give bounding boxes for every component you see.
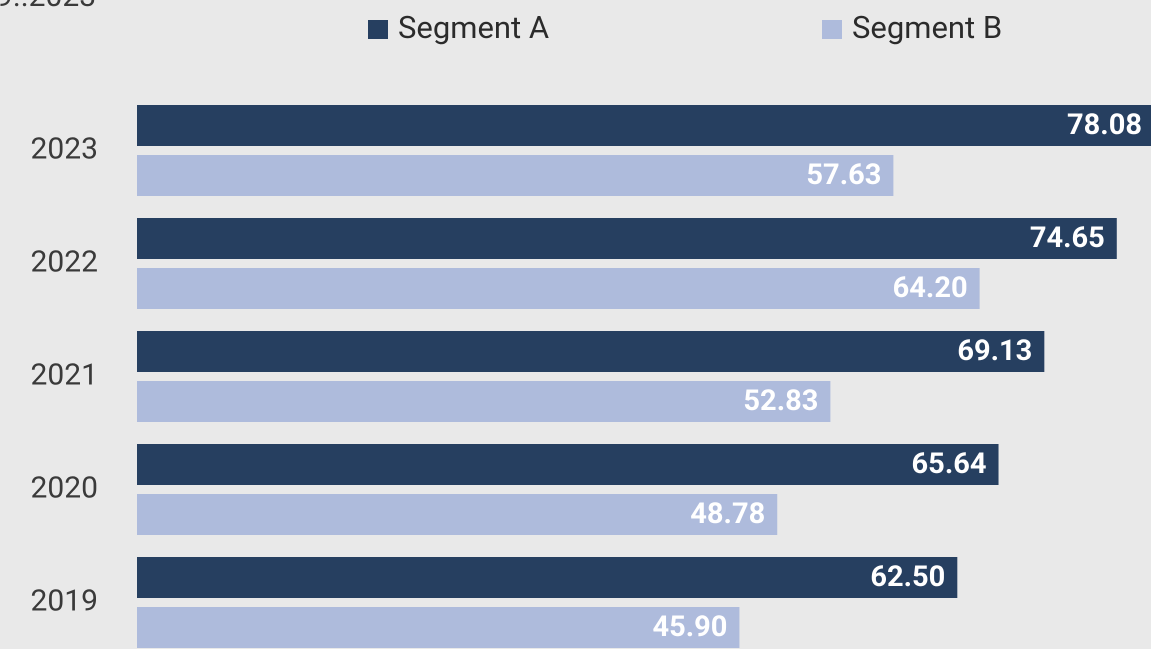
bar xyxy=(137,557,958,598)
legend-label: Segment B xyxy=(852,9,1002,46)
bar xyxy=(137,155,894,196)
bar xyxy=(137,218,1117,259)
legend-swatch xyxy=(368,20,388,39)
bar xyxy=(137,331,1045,372)
y-tick-label: 2019 xyxy=(31,583,98,618)
bar xyxy=(137,105,1151,146)
legend-swatch xyxy=(822,20,842,39)
data-label: 57.63 xyxy=(806,158,881,192)
y-tick-label: 2021 xyxy=(31,357,98,392)
data-label: 62.50 xyxy=(870,560,945,594)
chart-title: 9..2023 xyxy=(0,0,96,14)
bar xyxy=(137,381,831,422)
data-label: 78.08 xyxy=(1067,108,1142,142)
data-label: 65.64 xyxy=(912,447,987,481)
data-label: 48.78 xyxy=(690,497,765,531)
data-label: 64.20 xyxy=(893,271,968,305)
y-tick-label: 2020 xyxy=(31,470,98,505)
data-label: 52.83 xyxy=(743,384,818,418)
data-label: 69.13 xyxy=(957,334,1032,368)
bar xyxy=(137,268,980,309)
legend-label: Segment A xyxy=(398,9,549,46)
bar xyxy=(137,494,778,535)
y-tick-label: 2022 xyxy=(31,244,98,279)
bar xyxy=(137,607,740,648)
y-tick-label: 2023 xyxy=(31,131,98,166)
data-label: 74.65 xyxy=(1030,221,1105,255)
bar xyxy=(137,444,999,485)
data-label: 45.90 xyxy=(652,610,727,644)
